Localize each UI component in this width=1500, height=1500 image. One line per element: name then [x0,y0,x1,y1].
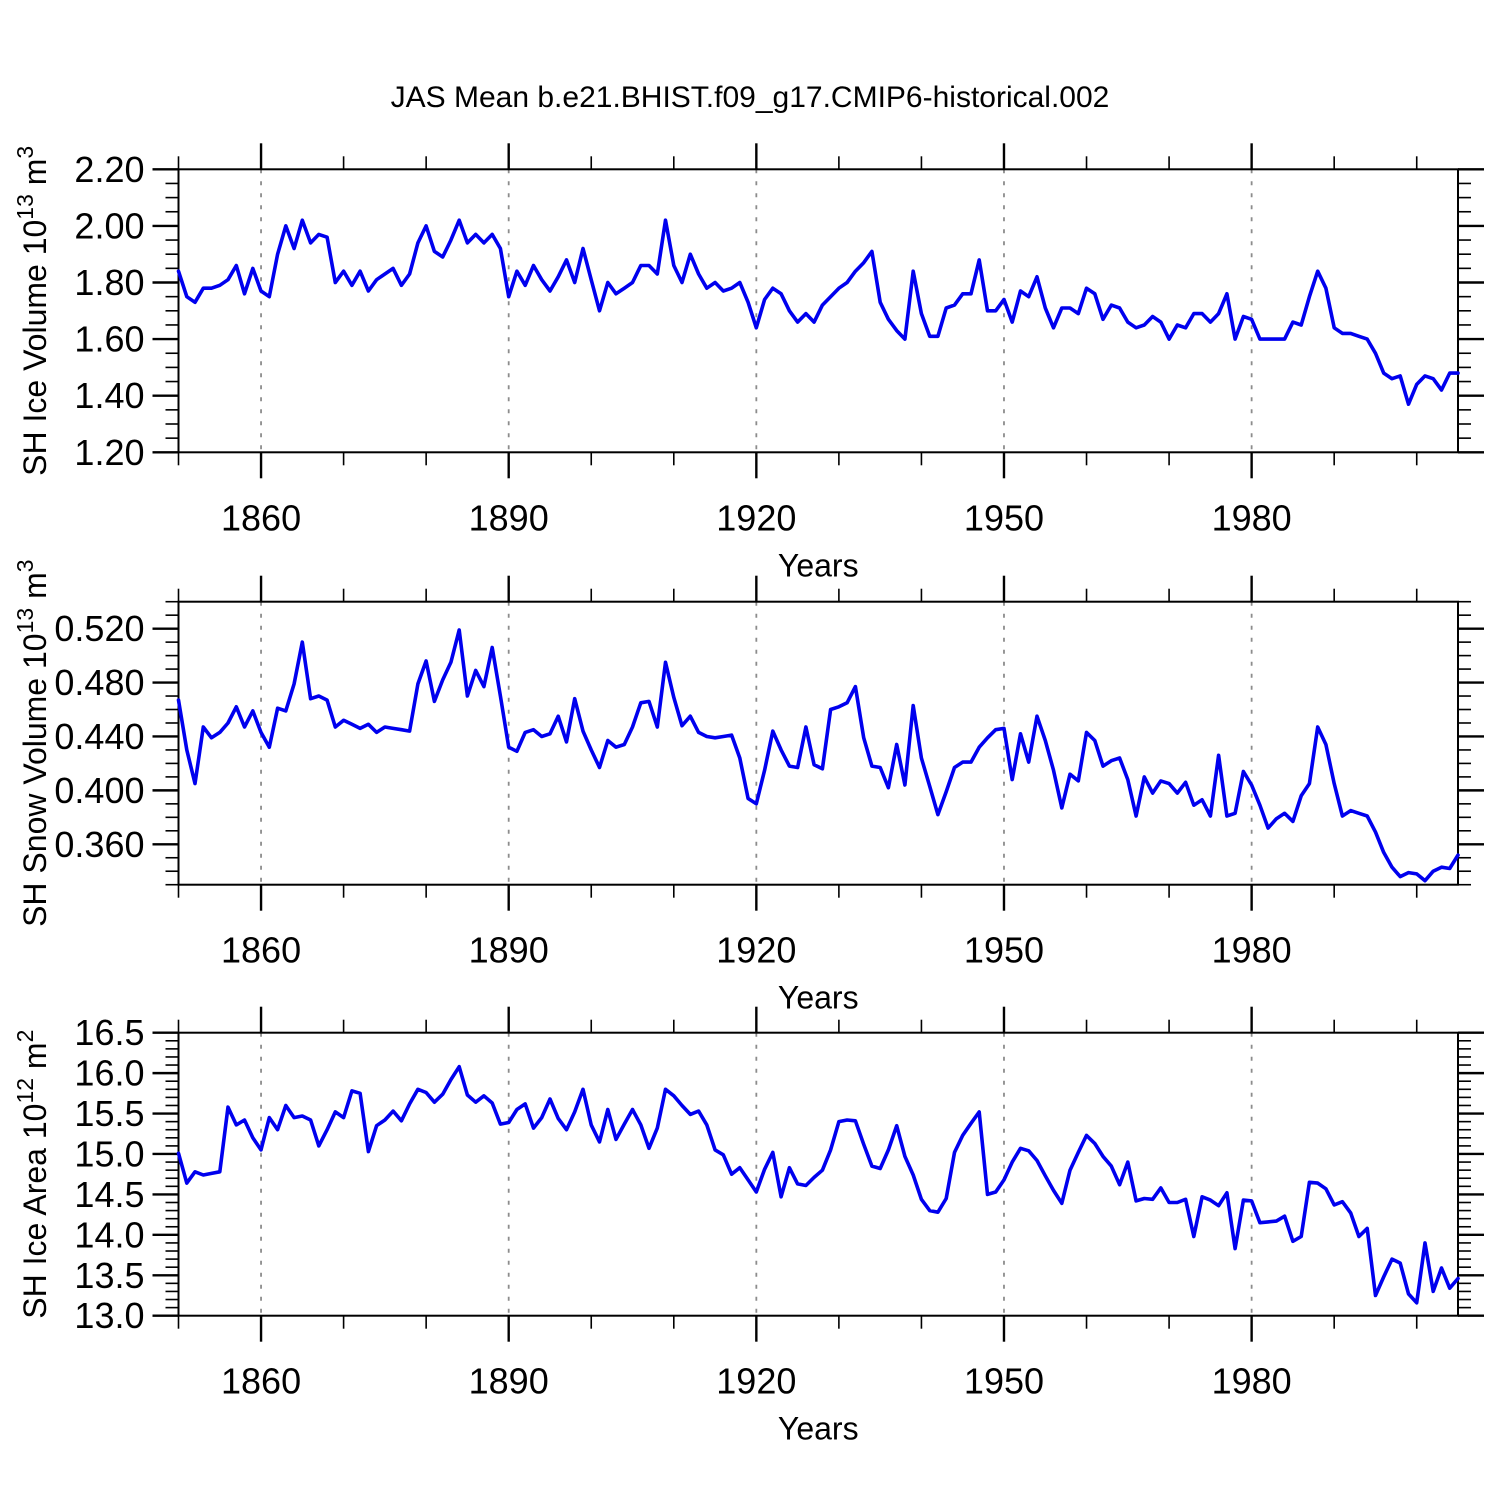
y-axis-title: SH Ice Area 1012 m2 [12,1030,53,1319]
y-tick-label: 0.440 [54,716,144,757]
y-tick-label: 2.20 [74,149,144,190]
y-axis-title: SH Snow Volume 1013 m3 [12,559,53,926]
y-axis-title: SH Ice Volume 1013 m3 [12,146,53,476]
y-tick-label: 16.5 [74,1012,144,1053]
x-tick-label: 1860 [221,1361,301,1402]
x-tick-label: 1890 [469,930,549,971]
data-line-sh-ice-volume [176,218,1460,407]
x-tick-label: 1890 [469,1361,549,1402]
x-axis-title: Years [778,980,859,1016]
x-axis-title: Years [778,547,859,583]
x-tick-label: 1950 [964,1361,1044,1402]
x-tick-label: 1980 [1212,930,1292,971]
y-tick-label: 0.480 [54,662,144,703]
x-axis-title: Years [778,1411,859,1447]
y-tick-label: 2.00 [74,205,144,246]
data-line-sh-snow-volume [176,628,1460,883]
x-tick-label: 1890 [469,497,549,538]
y-tick-label: 0.360 [54,824,144,865]
y-tick-label: 15.5 [74,1093,144,1134]
panel-sh-snow-volume: 1860 1890 1920 1950 1980 0.360 0.400 0.440 0.480… [12,559,1484,1016]
x-tick-label: 1980 [1212,497,1292,538]
y-tick-label: 15.0 [74,1133,144,1174]
panel-sh-ice-volume: 1860 1890 1920 1950 1980 1.20 1.40 1.60 1.80 2.00… [12,143,1484,583]
y-tick-label: 1.80 [74,262,144,303]
data-line-sh-ice-area [176,1064,1460,1305]
plot-frame [177,1031,1459,1317]
x-tick-label: 1860 [221,497,301,538]
x-tick-label: 1950 [964,930,1044,971]
page-title: JAS Mean b.e21.BHIST.f09_g17.CMIP6-histo… [390,81,1110,114]
y-tick-label: 16.0 [74,1053,144,1094]
y-tick-label: 1.60 [74,319,144,360]
y-tick-label: 1.20 [74,432,144,473]
x-tick-label: 1920 [716,1361,796,1402]
y-tick-label: 13.0 [74,1295,144,1336]
x-tick-label: 1860 [221,930,301,971]
x-tick-label: 1920 [716,497,796,538]
y-tick-label: 13.5 [74,1255,144,1296]
plot-frame [177,600,1459,886]
y-tick-label: 14.0 [74,1214,144,1255]
y-tick-label: 0.520 [54,608,144,649]
x-tick-label: 1950 [964,497,1044,538]
panel-sh-ice-area: 1860 1890 1920 1950 1980 13.013.514.014.515.0… [12,1006,1484,1447]
y-tick-label: 1.40 [74,375,144,416]
x-tick-label: 1920 [716,930,796,971]
y-tick-label: 0.400 [54,770,144,811]
y-tick-label: 14.5 [74,1174,144,1215]
x-tick-label: 1980 [1212,1361,1292,1402]
plot-frame [177,168,1459,454]
